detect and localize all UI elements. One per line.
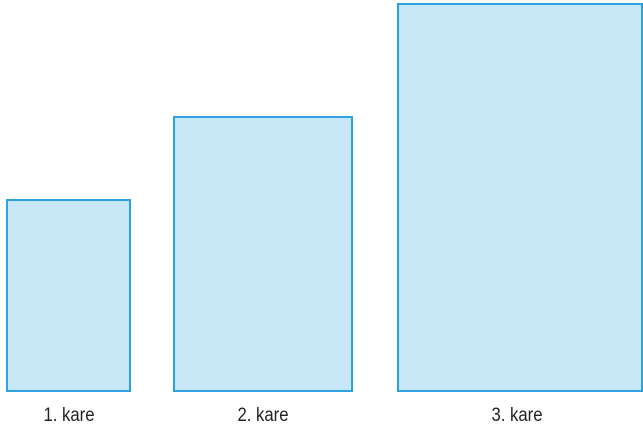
square-3-label: 3. kare — [491, 405, 543, 426]
square-2-label: 2. kare — [237, 405, 289, 426]
square-1 — [6, 199, 131, 392]
square-1-label: 1. kare — [43, 405, 95, 426]
square-2 — [173, 116, 353, 392]
square-3 — [397, 3, 643, 392]
